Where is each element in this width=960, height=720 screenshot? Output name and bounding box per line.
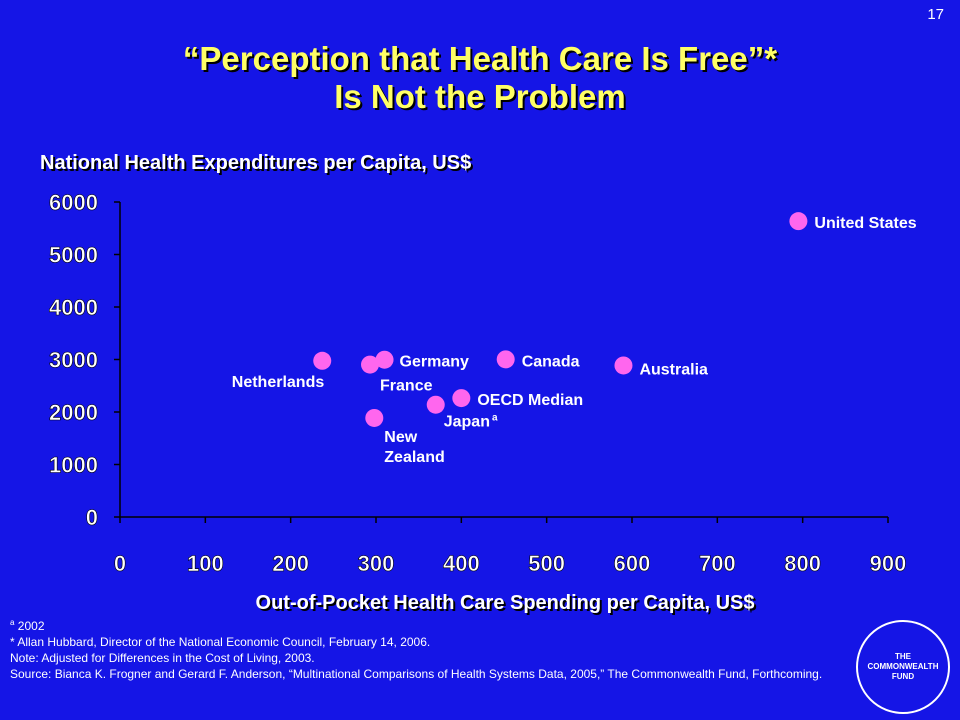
- point-label-new-zealand: New Zealand: [384, 429, 444, 466]
- point-label-netherlands: Netherlands: [232, 374, 325, 391]
- y-tick-label: 6000: [49, 190, 98, 215]
- x-axis-label: Out-of-Pocket Health Care Spending per C…: [255, 592, 755, 614]
- point-label-japan: Japan a: [444, 413, 498, 431]
- point-label-canada: Canada: [522, 353, 580, 370]
- x-tick-label: 700: [699, 551, 736, 576]
- point-label-germany: Germany: [400, 354, 469, 371]
- footnote-a-text: 2002: [17, 619, 45, 633]
- point-new-zealand: [365, 408, 384, 427]
- point-label-line: Zealand: [384, 449, 444, 466]
- point-netherlands: [313, 351, 332, 370]
- x-tick-label: 300: [358, 551, 395, 576]
- point-canada: [496, 350, 515, 369]
- slide-number: 17: [927, 6, 944, 23]
- x-tick-label: 200: [272, 551, 309, 576]
- point-label-superscript: a: [492, 413, 498, 424]
- title-line-1: “Perception that Health Care Is Free”*: [182, 40, 778, 77]
- point-united-states: [789, 212, 808, 231]
- logo-text: THE COMMONWEALTH FUND: [867, 652, 939, 681]
- slide-title: “Perception that Health Care Is Free”* I…: [0, 40, 960, 116]
- x-tick-label: 400: [443, 551, 480, 576]
- point-oecd-median: [452, 389, 471, 408]
- point-label-united-states: United States: [814, 215, 916, 232]
- y-tick-label: 1000: [49, 453, 98, 478]
- y-tick-label: 5000: [49, 243, 98, 268]
- point-label-france: France: [380, 378, 433, 395]
- title-line-2: Is Not the Problem: [334, 78, 626, 115]
- footnote-a: a 2002: [10, 615, 850, 634]
- x-tick-label: 0: [114, 551, 126, 576]
- point-label-line: New: [384, 429, 417, 446]
- point-japan: [426, 395, 445, 414]
- y-axis-label: National Health Expenditures per Capita,…: [40, 152, 472, 174]
- point-label-oecd-median: OECD Median: [477, 392, 583, 409]
- x-tick-label: 800: [784, 551, 821, 576]
- x-tick-label: 900: [870, 551, 907, 576]
- y-tick-label: 0: [86, 505, 98, 530]
- footnote-note: Note: Adjusted for Differences in the Co…: [10, 651, 315, 665]
- point-australia: [614, 356, 633, 375]
- commonwealth-fund-logo: THE COMMONWEALTH FUND: [856, 620, 950, 714]
- x-tick-label: 100: [187, 551, 224, 576]
- y-tick-label: 2000: [49, 400, 98, 425]
- point-germany: [375, 350, 394, 369]
- point-label-australia: Australia: [639, 361, 708, 378]
- footnotes: a 2002 * Allan Hubbard, Director of the …: [10, 615, 850, 682]
- y-tick-label: 4000: [49, 295, 98, 320]
- y-tick-label: 3000: [49, 348, 98, 373]
- footnote-quote-source: * Allan Hubbard, Director of the Nationa…: [10, 635, 431, 649]
- footnote-a-mark: a: [10, 618, 15, 627]
- chart-ticks: 0 1000 2000 3000 4000 5000 6000 0 100 200 300 400 50…: [49, 190, 907, 577]
- footnote-source: Source: Bianca K. Frogner and Gerard F. …: [10, 667, 823, 681]
- chart-points: United States Netherlands France Germany Can…: [232, 212, 917, 466]
- x-tick-label: 600: [614, 551, 651, 576]
- x-tick-label: 500: [528, 551, 565, 576]
- point-france: [361, 355, 380, 374]
